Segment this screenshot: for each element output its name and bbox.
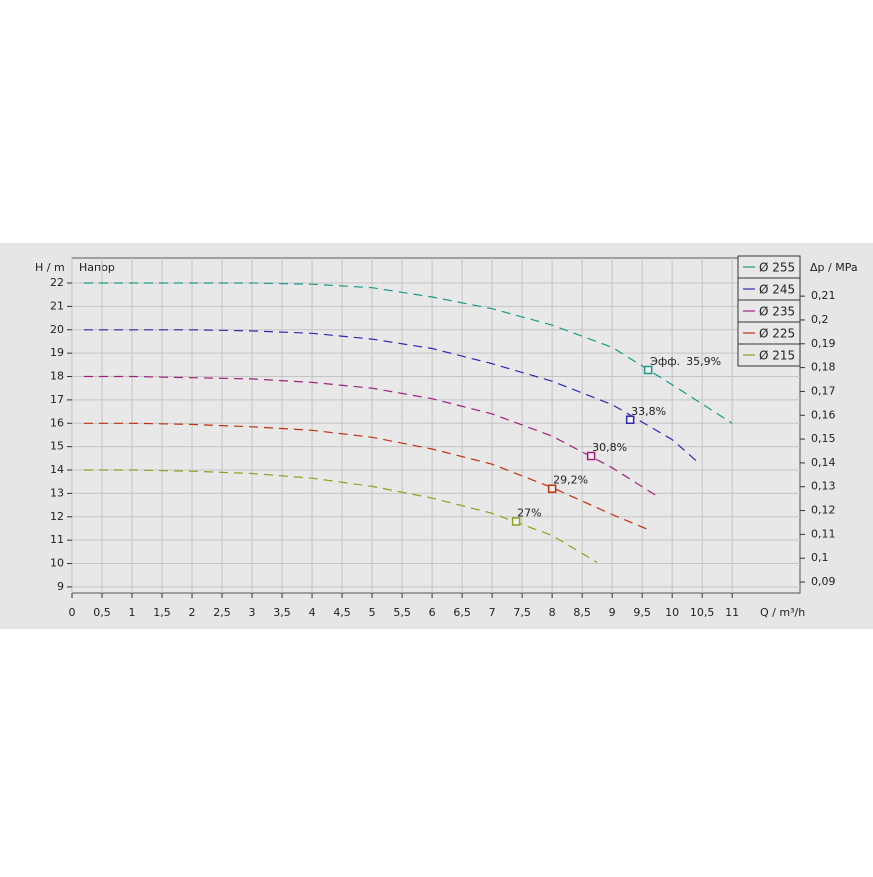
x-tick-label: 1 [129, 606, 136, 619]
y2-tick-label: 0,11 [811, 527, 836, 540]
x-tick-label: 4 [309, 606, 316, 619]
x-tick-label: 0 [69, 606, 76, 619]
efficiency-marker [547, 484, 557, 493]
legend-label: Ø 255 [759, 261, 795, 275]
y2-tick-label: 0,1 [811, 551, 829, 564]
y-tick-label: 18 [50, 370, 64, 383]
y2-tick-label: 0,13 [811, 480, 836, 493]
x-tick-label: 9,5 [633, 606, 651, 619]
efficiency-label: 27% [517, 506, 541, 519]
x-tick-label: 1,5 [153, 606, 171, 619]
x-tick-label: 0,5 [93, 606, 111, 619]
y2-tick-label: 0,19 [811, 337, 836, 350]
x-tick-label: 8 [549, 606, 556, 619]
y-tick-label: 12 [50, 510, 64, 523]
curve [84, 329, 697, 462]
legend-label: Ø 225 [759, 327, 795, 341]
x-tick-label: 10 [665, 606, 679, 619]
y-tick-label: 11 [50, 533, 64, 546]
legend-label: Ø 215 [759, 349, 795, 363]
curve [84, 375, 661, 499]
y-tick-label: 9 [57, 580, 64, 593]
efficiency-title: Эфф. [650, 355, 680, 368]
x-tick-label: 10,5 [690, 606, 715, 619]
x-tick-label: 6,5 [453, 606, 471, 619]
x-tick-label: 6 [429, 606, 436, 619]
legend-label: Ø 245 [759, 283, 795, 297]
y2-tick-label: 0,15 [811, 432, 836, 445]
efficiency-label: 29,2% [553, 474, 588, 487]
y-tick-label: 14 [50, 463, 64, 476]
y-tick-label: 22 [50, 276, 64, 289]
y-tick-label: 10 [50, 557, 64, 570]
efficiency-marker [511, 517, 521, 526]
x-tick-label: 2,5 [213, 606, 231, 619]
efficiency-label: 35,9% [686, 355, 721, 368]
y2-tick-label: 0,17 [811, 384, 836, 397]
y-tick-label: 13 [50, 486, 64, 499]
x-tick-label: 5 [369, 606, 376, 619]
y-tick-label: 16 [50, 416, 64, 429]
x-tick-label: 9 [609, 606, 616, 619]
y2-tick-label: 0,2 [811, 313, 829, 326]
y-tick-label: 21 [50, 299, 64, 312]
y2-tick-label: 0,12 [811, 504, 836, 517]
efficiency-marker [586, 451, 596, 461]
efficiency-label: 33,8% [631, 405, 666, 418]
y-axis-label: H / m [35, 261, 65, 274]
legend-label: Ø 235 [759, 305, 795, 319]
y2-tick-label: 0,09 [811, 575, 836, 588]
x-tick-label: 3,5 [273, 606, 291, 619]
y2-tick-label: 0,14 [811, 456, 836, 469]
x-axis-label: Q / m³/h [760, 606, 805, 619]
plot-area [71, 257, 801, 594]
plot-label: Напор [79, 261, 115, 274]
efficiency-marker [625, 415, 635, 425]
efficiency-label: 30,8% [592, 441, 627, 454]
x-tick-label: 11 [725, 606, 739, 619]
x-tick-label: 8,5 [573, 606, 591, 619]
x-tick-label: 3 [249, 606, 256, 619]
y-tick-label: 15 [50, 440, 64, 453]
curve [84, 469, 598, 563]
x-tick-label: 7,5 [513, 606, 531, 619]
y-tick-label: 19 [50, 346, 64, 359]
efficiency-marker [643, 365, 653, 375]
x-tick-label: 4,5 [333, 606, 351, 619]
x-tick-label: 7 [489, 606, 496, 619]
x-tick-label: 5,5 [393, 606, 411, 619]
y2-tick-label: 0,21 [811, 289, 836, 302]
x-tick-label: 2 [189, 606, 196, 619]
y2-axis-label: Δp / MPa [810, 261, 858, 274]
y2-tick-label: 0,16 [811, 408, 836, 421]
curve [84, 422, 649, 531]
y-tick-label: 17 [50, 393, 64, 406]
y-tick-label: 20 [50, 323, 64, 336]
y2-tick-label: 0,18 [811, 361, 836, 374]
curve [84, 282, 733, 424]
